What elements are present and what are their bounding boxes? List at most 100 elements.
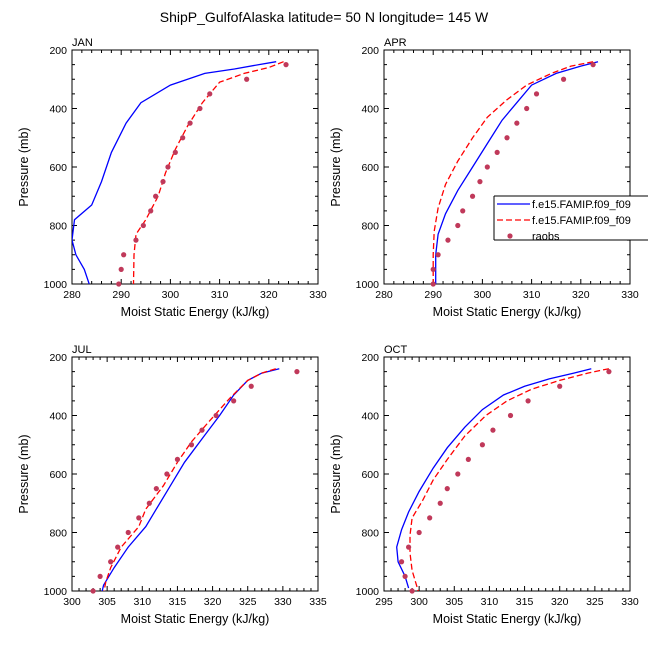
y-tick-label: 400 [49,411,67,423]
y-tick-label: 1000 [356,586,380,598]
raobs-point [133,237,139,243]
raobs-point [533,91,540,97]
raobs-point [213,412,219,419]
y-tick-label: 1000 [356,279,380,291]
raobs-point [507,412,514,419]
raobs-point [146,500,152,506]
raobs-point [430,281,436,287]
raobs-point [490,427,496,433]
legend-raobs-marker [507,233,513,239]
raobs-point [187,120,193,126]
x-tick-label: 305 [98,596,116,608]
y-tick-label: 400 [361,411,379,423]
x-tick-label: 335 [309,596,327,608]
x-tick-label: 315 [516,596,534,608]
raobs-point [165,164,171,170]
plot-frame [383,49,631,285]
raobs-point [514,120,520,126]
raobs-point [406,544,412,550]
legend-background [494,196,648,240]
x-tick-label: 320 [204,596,222,608]
raobs-point [560,76,567,82]
x-tick-label: 330 [309,289,327,301]
raobs-point [435,252,441,258]
y-tick-label: 200 [49,352,67,364]
raobs-point [477,179,483,185]
panel-jan: JAN 280 290 300 310 320 330 200 400 600 800 1000 Moi… [17,37,327,319]
y-tick-label: 1000 [44,586,68,598]
raobs-point [116,281,122,287]
plot-frame [71,49,319,285]
panel-label: APR [384,37,407,49]
raobs-point [557,383,563,389]
panels-container: JAN 280 290 300 310 320 330 200 400 600 800 1000 Moi… [17,37,639,626]
raobs-point [479,442,485,448]
raobs-point [153,193,159,199]
raobs-point [465,456,471,462]
raobs-point [140,222,146,229]
raobs-point [121,252,127,258]
model2-line [432,61,594,284]
raobs-point [455,222,461,229]
x-tick-label: 300 [410,596,428,608]
raobs-point [125,529,131,536]
y-axis-label: Pressure (mb) [17,127,31,206]
x-tick-label: 325 [586,596,604,608]
y-axis-label: Pressure (mb) [329,127,343,206]
plot-frame [71,356,319,592]
raobs-point [188,442,195,448]
model1-line [435,61,599,284]
model1-line [101,368,280,591]
raobs-point [207,91,213,97]
raobs-point [199,427,205,433]
raobs-point [469,193,476,199]
raobs-point [118,266,124,272]
legend-label: f.e15.FAMIP.f09_f09 [532,215,631,227]
x-tick-label: 290 [112,289,130,301]
raobs-point [460,208,466,214]
x-tick-label: 330 [621,289,639,301]
raobs-point [294,369,300,375]
raobs-point [455,471,461,477]
x-tick-label: 310 [211,289,229,301]
model1-line [396,368,592,589]
raobs-point [97,573,103,579]
raobs-point [427,515,433,521]
raobs-point [108,559,114,565]
raobs-point [244,76,250,82]
x-tick-label: 310 [481,596,499,608]
legend-label: raobs [532,231,560,243]
legend-label: f.e15.FAMIP.f09_f09 [532,199,631,211]
x-tick-label: 310 [523,289,541,301]
panel-oct: OCT 295 300 305 310 315 320 325 330 200 400 600 800 1… [329,344,639,626]
figure-title: ShipP_GulfofAlaska latitude= 50 N longit… [160,9,489,25]
y-tick-label: 200 [49,45,67,57]
raobs-point [115,544,121,550]
raobs-point [402,573,408,579]
y-axis-label: Pressure (mb) [17,434,31,513]
raobs-point [248,383,254,389]
x-tick-label: 295 [375,596,393,608]
x-tick-label: 290 [424,289,442,301]
x-tick-label: 305 [446,596,464,608]
x-tick-label: 325 [239,596,257,608]
x-tick-label: 280 [375,289,393,301]
raobs-point [164,471,170,477]
x-tick-label: 315 [169,596,187,608]
raobs-point [606,369,612,375]
x-tick-label: 330 [274,596,292,608]
y-tick-label: 200 [361,45,379,57]
model1-line [72,61,277,284]
raobs-point [172,149,178,155]
legend: f.e15.FAMIP.f09_f09 f.e15.FAMIP.f09_f09ra… [493,195,648,243]
raobs-point [409,588,415,594]
x-tick-label: 320 [260,289,278,301]
y-tick-label: 800 [361,221,379,233]
plot-frame [383,356,631,592]
y-tick-label: 800 [49,221,67,233]
x-tick-label: 280 [63,289,81,301]
panel-jul: JUL 300 305 310 315 320 325 330 335 200 400 600 800 1… [17,344,327,626]
x-tick-label: 300 [474,289,492,301]
raobs-point [494,149,500,155]
